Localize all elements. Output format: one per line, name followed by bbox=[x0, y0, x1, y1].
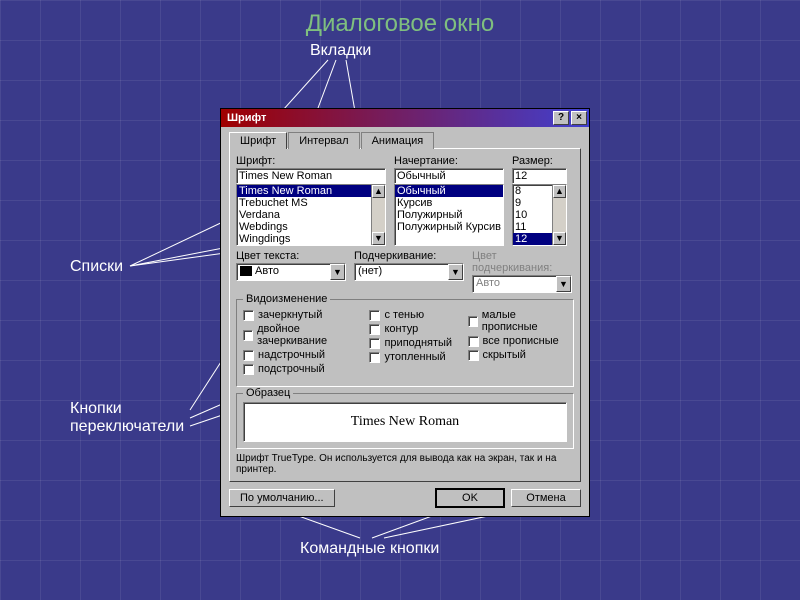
size-label: Размер: bbox=[512, 155, 567, 167]
chk-shadow[interactable]: с тенью bbox=[369, 309, 459, 321]
cancel-button[interactable]: Отмена bbox=[511, 489, 581, 507]
list-item[interactable]: Verdana bbox=[237, 209, 385, 221]
list-item[interactable]: Trebuchet MS bbox=[237, 197, 385, 209]
tab-animation[interactable]: Анимация bbox=[361, 132, 435, 149]
scroll-down-icon[interactable]: ▼ bbox=[372, 232, 385, 245]
size-input[interactable]: 12 bbox=[512, 168, 567, 184]
tab-spacing[interactable]: Интервал bbox=[288, 132, 359, 149]
effects-group: Видоизменение зачеркнутый двойное зачерк… bbox=[236, 299, 574, 387]
preview-group-label: Образец bbox=[243, 387, 293, 399]
list-item[interactable]: Полужирный Курсив bbox=[395, 221, 503, 233]
chk-outline[interactable]: контур bbox=[369, 323, 459, 335]
ok-button[interactable]: OK bbox=[435, 488, 505, 508]
tab-panel: Шрифт: Times New Roman Times New Roman T… bbox=[229, 148, 581, 482]
underline-value: (нет) bbox=[355, 264, 448, 280]
style-list[interactable]: Обычный Курсив Полужирный Полужирный Кур… bbox=[394, 184, 504, 246]
annot-buttons: Командные кнопки bbox=[300, 540, 439, 558]
list-item[interactable]: Обычный bbox=[395, 185, 503, 197]
chk-double-strike[interactable]: двойное зачеркивание bbox=[243, 323, 361, 347]
list-item[interactable]: Times New Roman bbox=[237, 185, 385, 197]
scroll-down-icon[interactable]: ▼ bbox=[553, 232, 566, 245]
text-color-combo[interactable]: Авто ▼ bbox=[236, 263, 346, 281]
chevron-down-icon[interactable]: ▼ bbox=[330, 264, 345, 280]
font-hint: Шрифт TrueType. Он используется для выво… bbox=[236, 453, 574, 475]
underline-color-combo: Авто ▼ bbox=[472, 275, 572, 293]
chk-superscript[interactable]: надстрочный bbox=[243, 349, 361, 361]
chk-emboss[interactable]: приподнятый bbox=[369, 337, 459, 349]
underline-combo[interactable]: (нет) ▼ bbox=[354, 263, 464, 281]
color-swatch bbox=[240, 266, 252, 276]
preview-box: Times New Roman bbox=[243, 402, 567, 442]
tab-strip: Шрифт Интервал Анимация bbox=[229, 131, 581, 148]
preview-group: Образец Times New Roman bbox=[236, 393, 574, 449]
scrollbar[interactable]: ▲ ▼ bbox=[371, 185, 385, 245]
chk-engrave[interactable]: утопленный bbox=[369, 351, 459, 363]
underline-color-value: Авто bbox=[473, 276, 556, 292]
underline-color-label: Цвет подчеркивания: bbox=[472, 250, 572, 274]
text-color-label: Цвет текста: bbox=[236, 250, 346, 262]
chk-subscript[interactable]: подстрочный bbox=[243, 363, 361, 375]
list-item[interactable]: Курсив bbox=[395, 197, 503, 209]
help-button[interactable]: ? bbox=[553, 111, 569, 125]
style-input[interactable]: Обычный bbox=[394, 168, 504, 184]
dialog-title: Шрифт bbox=[223, 112, 551, 124]
chevron-down-icon: ▼ bbox=[556, 276, 571, 292]
underline-label: Подчеркивание: bbox=[354, 250, 464, 262]
font-label: Шрифт: bbox=[236, 155, 386, 167]
text-color-value: Авто bbox=[255, 265, 279, 277]
effects-group-label: Видоизменение bbox=[243, 293, 330, 305]
default-button[interactable]: По умолчанию... bbox=[229, 489, 335, 507]
font-list[interactable]: Times New Roman Trebuchet MS Verdana Web… bbox=[236, 184, 386, 246]
list-item[interactable]: Webdings bbox=[237, 221, 385, 233]
font-input[interactable]: Times New Roman bbox=[236, 168, 386, 184]
scrollbar[interactable]: ▲ ▼ bbox=[552, 185, 566, 245]
font-dialog: Шрифт ? × Шрифт Интервал Анимация Шрифт:… bbox=[220, 108, 590, 517]
annot-lists: Списки bbox=[70, 258, 123, 276]
chk-strikethrough[interactable]: зачеркнутый bbox=[243, 309, 361, 321]
annot-tabs: Вкладки bbox=[310, 42, 371, 60]
titlebar[interactable]: Шрифт ? × bbox=[221, 109, 589, 127]
style-label: Начертание: bbox=[394, 155, 504, 167]
size-list[interactable]: 8 9 10 11 12 ▲ ▼ bbox=[512, 184, 567, 246]
list-item[interactable]: Wingdings bbox=[237, 233, 385, 245]
chk-smallcaps[interactable]: малые прописные bbox=[468, 309, 568, 333]
slide-title: Диалоговое окно bbox=[0, 10, 800, 38]
chk-allcaps[interactable]: все прописные bbox=[468, 335, 568, 347]
tab-font[interactable]: Шрифт bbox=[229, 132, 287, 149]
list-item[interactable]: Полужирный bbox=[395, 209, 503, 221]
close-button[interactable]: × bbox=[571, 111, 587, 125]
annot-radios: Кнопки переключатели bbox=[70, 400, 200, 436]
chevron-down-icon[interactable]: ▼ bbox=[448, 264, 463, 280]
scroll-up-icon[interactable]: ▲ bbox=[553, 185, 566, 198]
chk-hidden[interactable]: скрытый bbox=[468, 349, 568, 361]
scroll-up-icon[interactable]: ▲ bbox=[372, 185, 385, 198]
